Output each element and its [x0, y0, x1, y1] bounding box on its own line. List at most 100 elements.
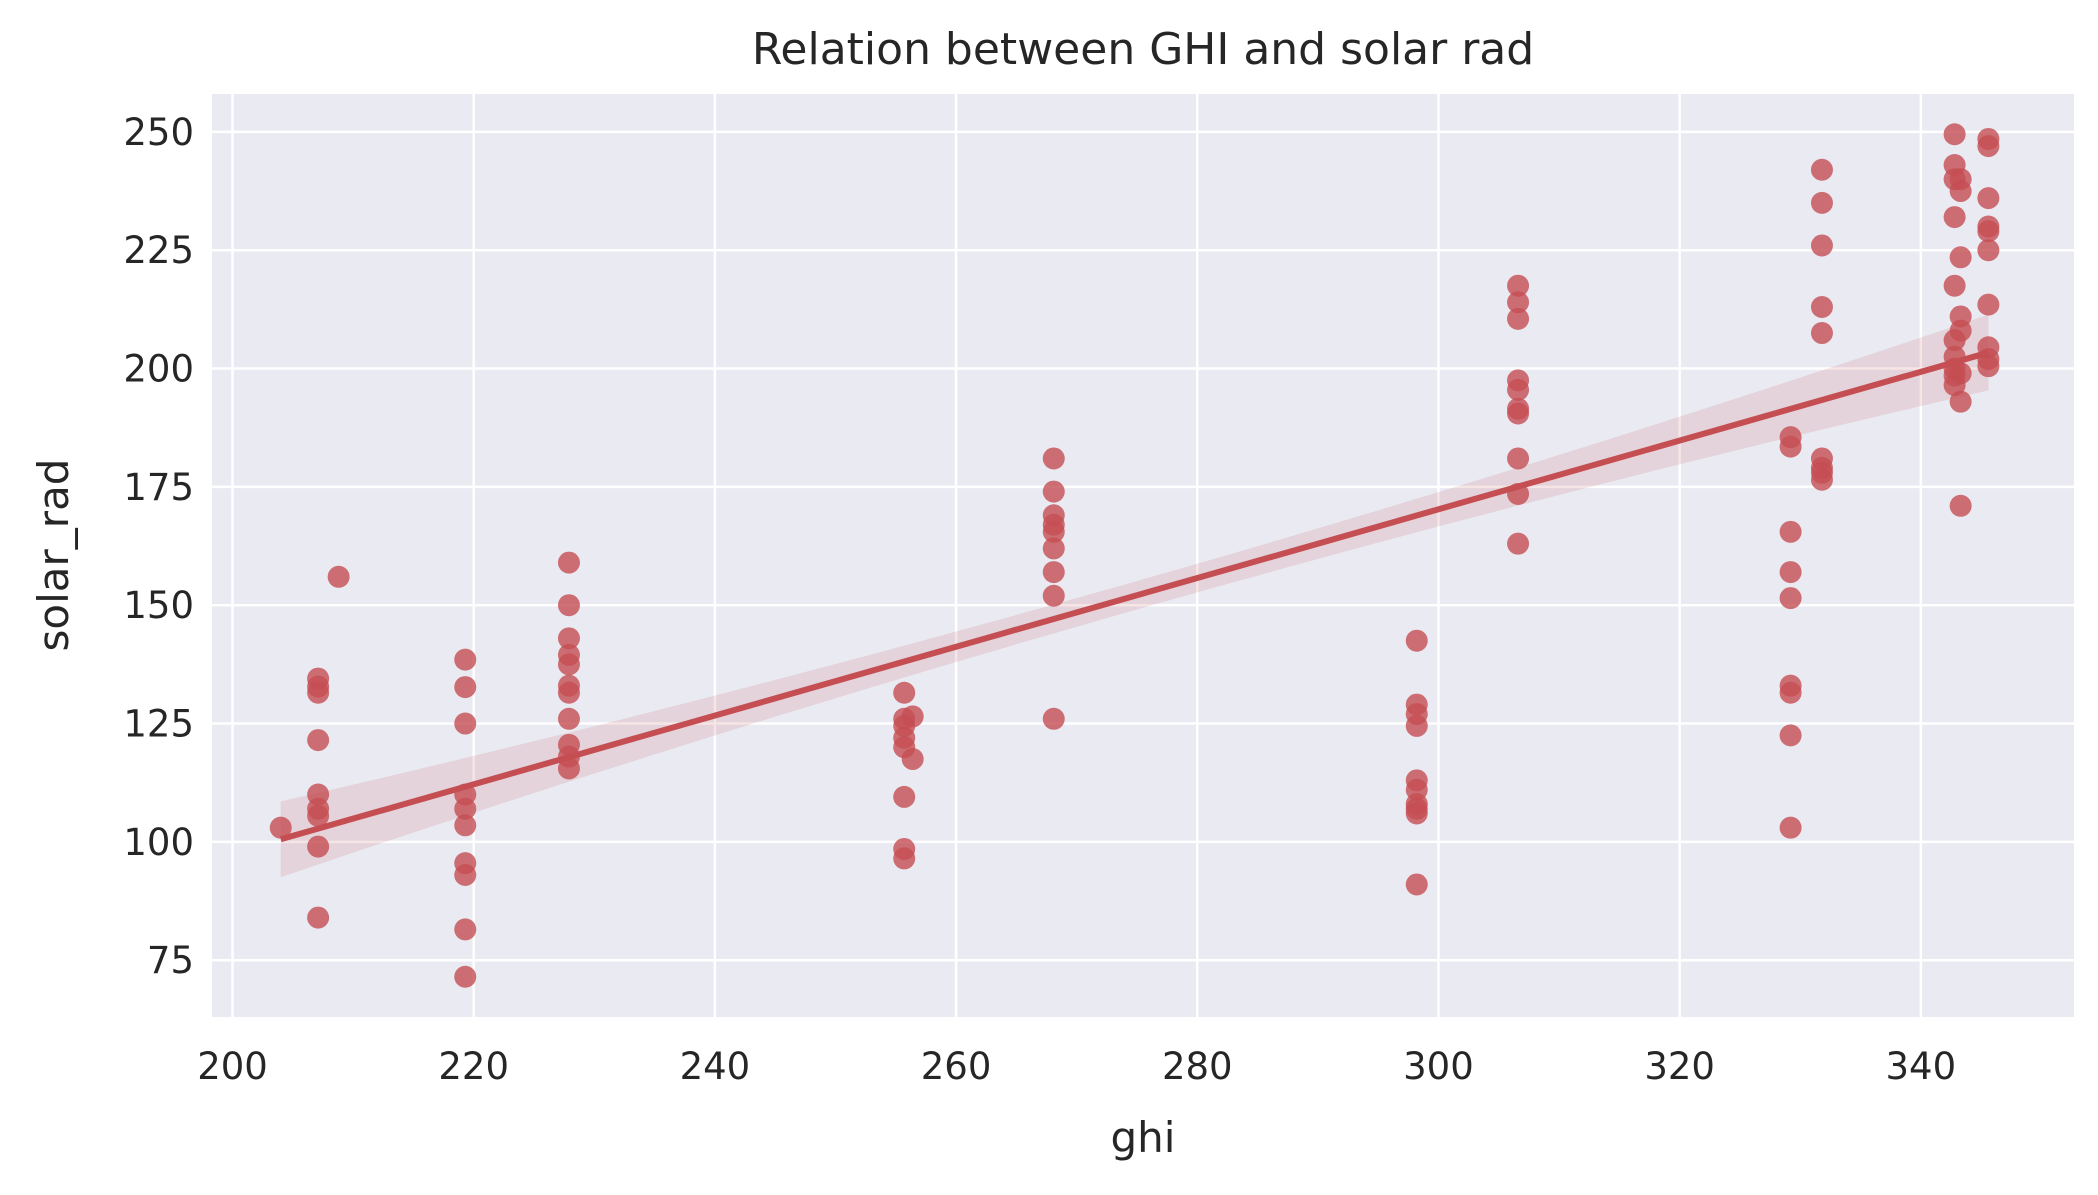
data-point [557, 653, 580, 676]
data-point [901, 748, 924, 771]
data-point [454, 814, 477, 837]
data-point [1507, 378, 1530, 401]
y-tick-label: 200 [123, 348, 194, 391]
y-tick-label: 225 [123, 229, 194, 272]
y-tick-label: 250 [123, 111, 194, 154]
data-point [1943, 206, 1966, 229]
data-point [454, 965, 477, 988]
y-tick-label: 150 [123, 584, 194, 627]
data-point [1977, 135, 2000, 158]
x-tick-label: 280 [1162, 1045, 1233, 1088]
data-point [1405, 873, 1428, 896]
y-tick-labels: 75 100 125 150 175 200 225 250 [123, 111, 194, 982]
x-tick-label: 240 [680, 1045, 751, 1088]
data-point [1943, 274, 1966, 297]
data-point [1042, 707, 1065, 730]
y-tick-label: 75 [147, 939, 194, 982]
data-point [1949, 362, 1972, 385]
data-point [454, 797, 477, 820]
data-point [1507, 447, 1530, 470]
data-point [307, 804, 330, 827]
data-point [1810, 234, 1833, 257]
data-point [1949, 180, 1972, 203]
data-point [1977, 239, 2000, 262]
x-tick-label: 260 [921, 1045, 992, 1088]
data-point [1405, 714, 1428, 737]
data-point [1507, 291, 1530, 314]
x-axis-label: ghi [1111, 1113, 1176, 1162]
data-point [901, 705, 924, 728]
data-point [1810, 468, 1833, 491]
y-tick-label: 100 [123, 821, 194, 864]
data-point [1779, 681, 1802, 704]
data-point [893, 847, 916, 870]
data-point [307, 835, 330, 858]
data-point [454, 918, 477, 941]
data-point [307, 906, 330, 929]
data-point [307, 681, 330, 704]
data-point [1405, 629, 1428, 652]
data-point [1779, 724, 1802, 747]
regression-line-group [279, 349, 1990, 843]
x-tick-label: 300 [1403, 1045, 1474, 1088]
data-point [1042, 537, 1065, 560]
regression-line [279, 349, 1990, 843]
data-point [1810, 191, 1833, 214]
data-point [327, 565, 350, 588]
data-point [1507, 274, 1530, 297]
x-tick-label: 220 [438, 1045, 509, 1088]
data-point [1507, 307, 1530, 330]
data-point [1779, 816, 1802, 839]
data-point [1810, 296, 1833, 318]
data-point [1779, 435, 1802, 458]
data-point [1042, 447, 1065, 470]
data-point [1042, 480, 1065, 503]
plot-area [212, 94, 2074, 1017]
data-point [1779, 520, 1802, 543]
data-point [1042, 584, 1065, 607]
data-point [1977, 293, 2000, 316]
data-point [557, 594, 580, 617]
data-point [893, 681, 916, 704]
data-point [1042, 561, 1065, 584]
data-point [1943, 123, 1966, 146]
data-point [1977, 355, 2000, 378]
data-point [1949, 390, 1972, 413]
data-point [557, 551, 580, 574]
data-point [557, 707, 580, 730]
data-point [454, 648, 477, 671]
data-point [1507, 402, 1530, 425]
data-point [893, 785, 916, 808]
data-point [1949, 494, 1972, 517]
data-point [1949, 319, 1972, 342]
data-point [269, 816, 292, 839]
data-point [1779, 561, 1802, 584]
data-point [1779, 587, 1802, 610]
data-point [1810, 158, 1833, 181]
grid-lines [212, 94, 2074, 1017]
data-point [1042, 520, 1065, 543]
data-point [307, 729, 330, 752]
x-tick-label: 340 [1886, 1045, 1957, 1088]
data-point [1977, 220, 2000, 243]
data-point [1405, 802, 1428, 825]
data-point [557, 757, 580, 780]
data-point [557, 627, 580, 650]
data-point [1810, 322, 1833, 345]
y-tick-label: 175 [123, 466, 194, 509]
y-axis-label: solar_rad [29, 459, 78, 652]
data-points [269, 123, 2000, 988]
data-point [454, 712, 477, 735]
data-point [1507, 532, 1530, 555]
data-point [454, 864, 477, 886]
data-point [454, 676, 477, 699]
x-tick-labels: 200 220 240 260 280 300 320 340 [197, 1045, 1956, 1088]
x-tick-label: 200 [197, 1045, 268, 1088]
x-tick-label: 320 [1644, 1045, 1715, 1088]
data-point [1949, 246, 1972, 269]
chart-title: Relation between GHI and solar rad [752, 24, 1534, 75]
data-point [1977, 187, 2000, 210]
y-tick-label: 125 [123, 703, 194, 746]
